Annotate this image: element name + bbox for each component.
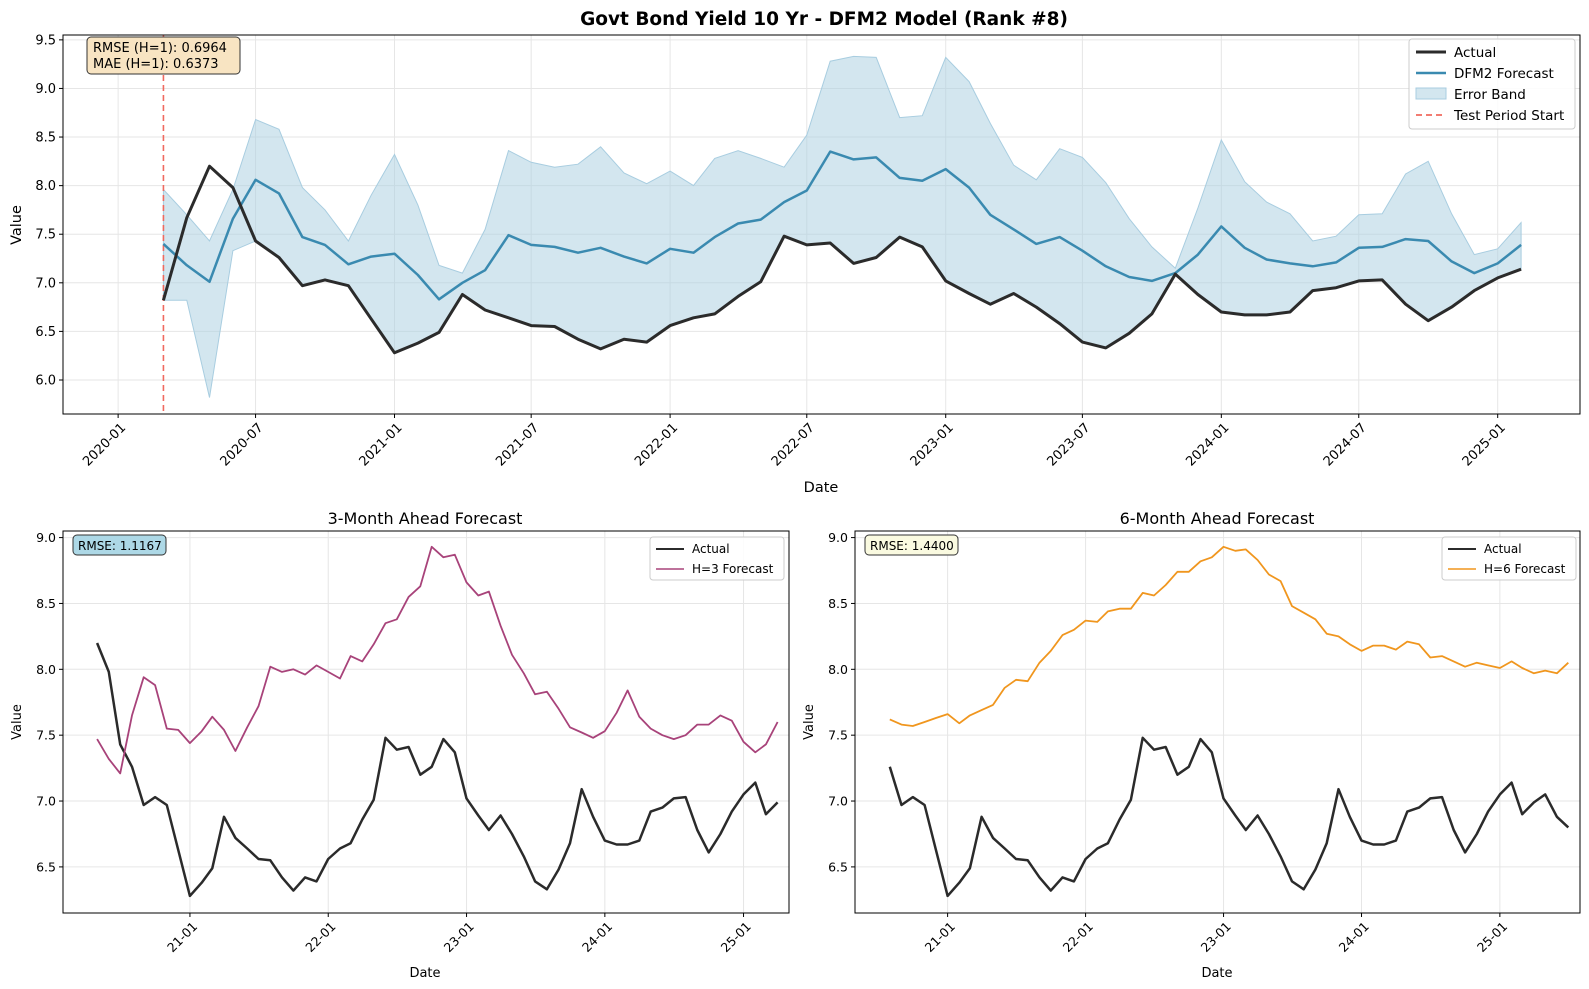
legend-actual-label: Actual [1454,45,1496,61]
x-tick-label: 2023-01 [908,420,957,469]
main-y-axis-label: Value [9,205,25,245]
main-series-lines [161,150,1522,355]
x-tick-label: 21-01 [922,919,958,955]
h3-x-axis-label: Date [409,966,440,981]
y-tick-label: 8.5 [828,596,848,611]
y-tick-label: 7.0 [35,276,56,291]
h6-series-lines [888,545,1570,898]
main-chart-title: Govt Bond Yield 10 Yr - DFM2 Model (Rank… [580,9,1068,30]
legend-test-start-label: Test Period Start [1453,108,1564,124]
y-tick-label: 9.5 [35,33,56,48]
x-tick-label: 2021-07 [493,420,542,469]
forecast-series-line [96,545,779,775]
x-tick-label: 2023-07 [1044,420,1093,469]
h6-plot-frame [854,530,1581,914]
h6-y-ticks: 6.5 7.0 7.5 8.0 8.5 9.0 [828,530,855,874]
x-tick-label: 25-01 [718,919,754,955]
h6-legend-forecast-label: H=6 Forecast [1484,562,1566,576]
h6-gridlines [855,531,1580,913]
y-tick-label: 9.0 [828,530,848,545]
legend-band-swatch [1415,87,1447,100]
x-tick-label: 2025-01 [1460,420,1509,469]
h6-x-ticks: 21-01 22-01 23-01 24-01 25-01 [922,913,1510,955]
legend-band-label: Error Band [1454,87,1526,103]
x-tick-label: 2020-07 [218,420,267,469]
forecast-series-line [162,150,1522,301]
main-y-ticks: 6.0 6.5 7.0 7.5 8.0 8.5 9.0 9.5 [35,33,63,388]
y-tick-label: 8.0 [36,662,56,677]
h3-plot-frame [62,530,790,914]
h6-chart: 6-Month Ahead Forecast 21-01 22-01 23-01 24… [802,509,1581,981]
x-tick-label: 24-01 [579,919,615,955]
h3-series-lines [95,545,779,898]
main-rmse-text: RMSE (H=1): 0.6964 [93,41,227,56]
y-tick-label: 8.0 [35,179,56,194]
x-tick-label: 2020-01 [80,420,129,469]
y-tick-label: 8.5 [35,131,56,146]
main-x-ticks: 2020-01 2020-07 2021-01 2021-07 2022-01 2022-… [80,414,1509,469]
x-tick-label: 22-01 [1060,919,1096,955]
x-tick-label: 25-01 [1474,919,1510,955]
y-tick-label: 7.5 [828,728,848,743]
h6-legend-actual-label: Actual [1484,542,1522,556]
actual-series-line [888,736,1570,898]
main-plot-frame [62,34,1581,415]
forecast-series-line [889,545,1569,727]
h6-metrics-box: RMSE: 1.4400 [864,534,959,556]
x-tick-label: 23-01 [441,919,477,955]
h6-chart-title: 6-Month Ahead Forecast [1120,509,1315,528]
actual-series-line [95,642,779,898]
h3-metrics-box: RMSE: 1.1167 [72,534,167,556]
legend-forecast-label: DFM2 Forecast [1454,66,1554,82]
h3-legend: Actual H=3 Forecast [649,536,785,581]
h3-gridlines [63,531,789,913]
y-tick-label: 6.5 [36,859,56,874]
h3-y-axis-label: Value [10,704,25,740]
h6-x-axis-label: Date [1201,966,1232,981]
error-band-area [162,55,1522,398]
y-tick-label: 6.5 [828,859,848,874]
main-chart: Govt Bond Yield 10 Yr - DFM2 Model (Rank… [9,9,1581,496]
actual-series-line [161,164,1522,355]
x-tick-label: 2024-01 [1183,420,1232,469]
y-tick-label: 6.5 [35,325,56,340]
y-tick-label: 8.0 [828,662,848,677]
y-tick-label: 9.0 [35,82,56,97]
x-tick-label: 22-01 [302,919,338,955]
h3-chart-title: 3-Month Ahead Forecast [328,509,523,528]
h3-legend-forecast-label: H=3 Forecast [692,562,774,576]
x-tick-label: 2022-01 [632,420,681,469]
main-mae-text: MAE (H=1): 0.6373 [93,57,219,72]
x-tick-label: 23-01 [1198,919,1234,955]
x-tick-label: 2024-07 [1321,420,1370,469]
h3-x-ticks: 21-01 22-01 23-01 24-01 25-01 [164,913,754,955]
y-tick-label: 6.0 [35,373,56,388]
y-tick-label: 7.5 [36,728,56,743]
h6-y-axis-label: Value [802,704,817,740]
y-tick-label: 7.5 [35,228,56,243]
h3-y-ticks: 6.5 7.0 7.5 8.0 8.5 9.0 [36,530,63,874]
x-tick-label: 21-01 [164,919,200,955]
main-error-band [162,55,1522,398]
y-tick-label: 7.0 [828,794,848,809]
main-x-axis-label: Date [804,480,839,496]
h3-legend-actual-label: Actual [692,542,730,556]
main-metrics-box: RMSE (H=1): 0.6964 MAE (H=1): 0.6373 [86,36,241,75]
h6-legend: Actual H=6 Forecast [1441,536,1577,581]
h3-rmse-text: RMSE: 1.1167 [78,539,162,553]
main-legend: Actual DFM2 Forecast Error Band Test Per… [1408,38,1576,130]
h6-rmse-text: RMSE: 1.4400 [870,539,954,553]
y-tick-label: 9.0 [36,530,56,545]
y-tick-label: 8.5 [36,596,56,611]
x-tick-label: 2022-07 [769,420,818,469]
y-tick-label: 7.0 [36,794,56,809]
h3-chart: 3-Month Ahead Forecast 21-01 22-01 23-01 24… [10,509,790,981]
x-tick-label: 2021-01 [357,420,406,469]
x-tick-label: 24-01 [1336,919,1372,955]
